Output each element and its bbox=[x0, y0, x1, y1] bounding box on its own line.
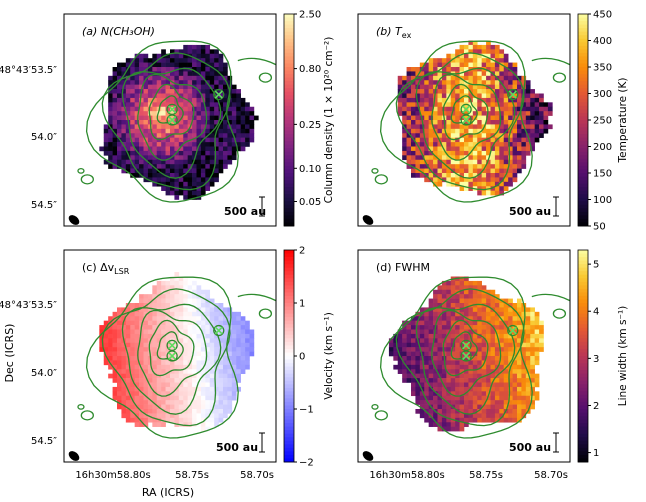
panel-d: (d) FWHM 500 au 16h30m58.80s 58.75s 58.7… bbox=[357, 249, 571, 481]
colorbar-d: 5 4 3 2 1 Line width (km s⁻¹) bbox=[577, 249, 629, 463]
panel-c-scalebar-label: 500 au bbox=[216, 441, 258, 454]
ytick-label: -48°43′53.5″ bbox=[0, 300, 57, 311]
colorbar-label: Column density (1 × 10²⁰ cm⁻²) bbox=[323, 37, 335, 204]
panel-d-markers bbox=[460, 324, 519, 362]
panel-a-scalebar: 500 au bbox=[224, 196, 266, 218]
panel-c-label: (c) ΔvLSR bbox=[82, 261, 130, 276]
panel-b-scalebar-label: 500 au bbox=[509, 205, 551, 218]
colorbar-tick-label: 250 bbox=[593, 116, 612, 127]
panel-c-yticks: -48°43′53.5″ 54.0″ 54.5″ bbox=[0, 300, 57, 447]
colorbar-label: Velocity (km s⁻¹) bbox=[323, 312, 335, 400]
panel-c-markers bbox=[166, 324, 225, 362]
colorbar-c: 2 1 0 −1 −2 Velocity (km s⁻¹) bbox=[283, 246, 335, 469]
xtick-label: 16h30m58.80s bbox=[75, 470, 150, 481]
colorbar-tick-label: 0.10 bbox=[299, 164, 321, 175]
panel-c-xticks: 16h30m58.80s 58.75s 58.70s bbox=[75, 470, 274, 481]
panel-b-label: (b) Tex bbox=[376, 25, 412, 40]
xtick-label: 58.75s bbox=[175, 470, 209, 481]
panel-b-markers bbox=[460, 88, 519, 126]
panel-b-beam bbox=[362, 215, 374, 225]
xtick-label: 58.70s bbox=[534, 470, 568, 481]
colorbar-tick-label: 150 bbox=[593, 169, 612, 180]
colorbar-tick-label: 4 bbox=[593, 307, 599, 318]
xtick-label: 58.75s bbox=[469, 470, 503, 481]
ytick-label: -48°43′53.5″ bbox=[0, 65, 57, 76]
panel-b: (b) Tex 500 au bbox=[357, 13, 571, 227]
colorbar-tick-label: 2.50 bbox=[299, 10, 321, 21]
colorbar-tick-label: 3 bbox=[593, 354, 599, 365]
xtick-label: 16h30m58.80s bbox=[369, 470, 444, 481]
panel-c-label-sub: LSR bbox=[114, 267, 130, 276]
panel-b-contours bbox=[371, 40, 571, 203]
colorbar-label: Line width (km s⁻¹) bbox=[617, 306, 629, 407]
panel-a-yticks: -48°43′53.5″ 54.0″ 54.5″ bbox=[0, 65, 57, 211]
colorbar-tick-label: 300 bbox=[593, 89, 612, 100]
panel-d-beam bbox=[362, 451, 374, 461]
colorbar-tick-label: −1 bbox=[299, 405, 314, 416]
panel-c-contours bbox=[77, 276, 277, 439]
panel-d-xticks: 16h30m58.80s 58.75s 58.70s bbox=[369, 470, 568, 481]
colorbar-tick-label: 2 bbox=[299, 246, 305, 257]
colorbar-tick-label: 350 bbox=[593, 63, 612, 74]
panel-a-contours bbox=[77, 40, 277, 203]
colorbar-tick-label: 1 bbox=[299, 299, 305, 310]
colorbar-tick-label: 200 bbox=[593, 142, 612, 153]
colorbar-tick-label: 100 bbox=[593, 195, 612, 206]
colorbar-tick-label: 0.05 bbox=[299, 197, 321, 208]
colorbar-label: Temperature (K) bbox=[617, 78, 629, 164]
panel-d-label: (d) FWHM bbox=[376, 261, 430, 274]
colorbar-tick-label: 0.80 bbox=[299, 64, 321, 75]
panel-a: (a) N(CH₃OH) 500 au -48°43′53.5″ 54.0″ 5… bbox=[0, 13, 277, 227]
x-axis-label-left: RA (ICRS) bbox=[142, 486, 194, 499]
colorbar-b: 450 400 350 300 250 200 150 100 50 Temperature (K… bbox=[577, 10, 629, 233]
colorbar-tick-label: 2 bbox=[593, 401, 599, 412]
panel-c-scalebar: 500 au bbox=[216, 432, 265, 454]
colorbar-tick-label: 0 bbox=[299, 352, 305, 363]
panel-b-label-main: (b) T bbox=[376, 25, 403, 38]
panel-c-label-main: (c) Δv bbox=[82, 261, 115, 274]
colorbar-tick-label: 400 bbox=[593, 36, 612, 47]
colorbar-tick-label: 1 bbox=[593, 448, 599, 459]
ytick-label: 54.5″ bbox=[31, 436, 57, 447]
panel-d-scalebar-label: 500 au bbox=[509, 441, 551, 454]
xtick-label: 58.70s bbox=[240, 470, 274, 481]
ytick-label: 54.5″ bbox=[31, 200, 57, 211]
panel-b-scalebar: 500 au bbox=[509, 196, 559, 218]
ytick-label: 54.0″ bbox=[31, 132, 57, 143]
colorbar-tick-label: 450 bbox=[593, 10, 612, 21]
panel-a-label: (a) N(CH₃OH) bbox=[82, 25, 155, 38]
panel-a-markers bbox=[166, 88, 225, 126]
colorbar-a: 2.50 0.80 0.25 0.10 0.05 Column density (1 × … bbox=[283, 10, 335, 227]
panel-c: (c) ΔvLSR 500 au -48°43′53.5″ 54.0″ 54.5… bbox=[0, 249, 277, 481]
panel-a-scalebar-label: 500 au bbox=[224, 205, 266, 218]
panel-a-beam bbox=[68, 215, 80, 225]
ytick-label: 54.0″ bbox=[31, 368, 57, 379]
panel-b-label-sub: ex bbox=[402, 31, 412, 40]
y-axis-label: Dec (ICRS) bbox=[3, 324, 16, 383]
panel-c-beam bbox=[68, 451, 80, 461]
colorbar-tick-label: 5 bbox=[593, 260, 599, 271]
colorbar-tick-label: 50 bbox=[593, 222, 606, 233]
colorbar-tick-label: 0.25 bbox=[299, 120, 321, 131]
panel-d-contours bbox=[371, 276, 571, 439]
colorbar-tick-label: −2 bbox=[299, 458, 314, 469]
panel-d-scalebar: 500 au bbox=[509, 432, 559, 454]
